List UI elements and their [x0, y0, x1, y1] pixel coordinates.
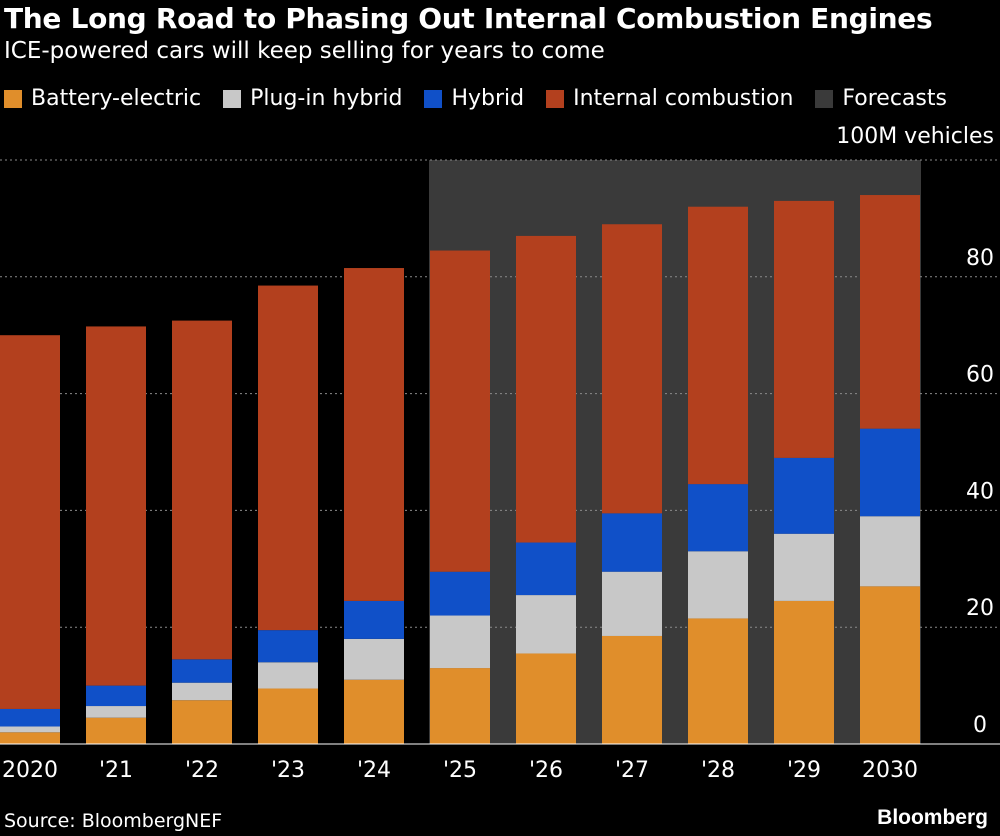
bar-plug-in-hybrid-7 — [602, 571, 662, 636]
legend-label-hybrid: Hybrid — [451, 86, 525, 111]
bar-hybrid-5 — [430, 571, 490, 616]
bar-hybrid-3 — [258, 630, 318, 663]
forecast-region — [429, 160, 921, 744]
chart-legend: Battery-electric Plug-in hybrid Hybrid I… — [4, 86, 969, 111]
bar-hybrid-8 — [688, 484, 748, 552]
y-tick-label-20: 20 — [966, 596, 994, 621]
legend-item-hybrid: Hybrid — [424, 86, 524, 111]
bar-hybrid-1 — [86, 685, 146, 707]
legend-item-forecasts: Forecasts — [815, 86, 947, 111]
x-tick-label-1: '21 — [99, 758, 133, 783]
bar-battery-electric-8 — [688, 618, 748, 744]
legend-swatch-battery-electric — [4, 89, 22, 108]
bar-battery-electric-5 — [430, 668, 490, 744]
y-tick-label-40: 40 — [966, 479, 994, 504]
x-tick-label-8: '28 — [701, 758, 735, 783]
x-tick-label-4: '24 — [357, 758, 391, 783]
x-tick-label-5: '25 — [443, 758, 477, 783]
y-tick-label-80: 80 — [966, 246, 994, 271]
bar-internal-combustion-9 — [774, 200, 834, 458]
bar-plug-in-hybrid-8 — [688, 551, 748, 619]
bar-internal-combustion-2 — [172, 320, 232, 660]
x-tick-label-6: '26 — [529, 758, 563, 783]
bar-internal-combustion-3 — [258, 285, 318, 631]
bar-plug-in-hybrid-2 — [172, 682, 232, 701]
bar-internal-combustion-4 — [344, 268, 404, 601]
bar-plug-in-hybrid-0 — [0, 726, 60, 733]
bloomberg-logo: Bloomberg — [877, 806, 988, 829]
legend-swatch-plug-in-hybrid — [223, 89, 242, 108]
y-axis-unit-label: 100M vehicles — [836, 124, 994, 149]
bar-battery-electric-0 — [0, 732, 60, 744]
legend-swatch-forecasts — [815, 89, 834, 108]
chart-title: The Long Road to Phasing Out Internal Co… — [4, 2, 933, 35]
bar-hybrid-4 — [344, 600, 404, 639]
bar-hybrid-7 — [602, 513, 662, 572]
x-tick-label-0: 2020 — [2, 758, 58, 783]
chart-subtitle: ICE-powered cars will keep selling for y… — [4, 38, 605, 64]
bar-plug-in-hybrid-5 — [430, 615, 490, 669]
source-note: Source: BloombergNEF — [4, 810, 223, 832]
bar-battery-electric-3 — [258, 688, 318, 744]
y-tick-label-0: 0 — [973, 713, 987, 738]
bar-hybrid-10 — [860, 428, 920, 517]
legend-swatch-hybrid — [424, 89, 443, 108]
bar-plug-in-hybrid-6 — [516, 595, 576, 654]
bar-battery-electric-1 — [86, 717, 146, 744]
bar-battery-electric-10 — [860, 586, 920, 744]
legend-item-battery-electric: Battery-electric — [4, 86, 201, 111]
bar-hybrid-2 — [172, 659, 232, 683]
x-tick-label-3: '23 — [271, 758, 305, 783]
bar-internal-combustion-6 — [516, 235, 576, 543]
legend-label-plug-in-hybrid: Plug-in hybrid — [250, 86, 403, 111]
bar-internal-combustion-0 — [0, 335, 60, 709]
bar-hybrid-0 — [0, 708, 60, 727]
bar-battery-electric-7 — [602, 635, 662, 744]
bar-battery-electric-6 — [516, 653, 576, 744]
x-tick-label-7: '27 — [615, 758, 649, 783]
bar-plug-in-hybrid-3 — [258, 662, 318, 689]
bar-battery-electric-9 — [774, 600, 834, 744]
x-tick-label-2: '22 — [185, 758, 219, 783]
legend-item-internal-combustion: Internal combustion — [546, 86, 793, 111]
bar-internal-combustion-1 — [86, 326, 146, 686]
bar-plug-in-hybrid-1 — [86, 706, 146, 718]
y-tick-label-60: 60 — [966, 363, 994, 388]
bar-internal-combustion-10 — [860, 195, 920, 429]
bar-hybrid-6 — [516, 542, 576, 596]
x-tick-label-10: 2030 — [862, 758, 918, 783]
bar-internal-combustion-5 — [430, 250, 490, 572]
bar-internal-combustion-7 — [602, 224, 662, 514]
legend-label-battery-electric: Battery-electric — [31, 86, 202, 111]
bar-plug-in-hybrid-9 — [774, 533, 834, 601]
legend-item-plug-in-hybrid: Plug-in hybrid — [223, 86, 402, 111]
legend-label-forecasts: Forecasts — [842, 86, 947, 111]
bar-plug-in-hybrid-10 — [860, 516, 920, 587]
bar-battery-electric-2 — [172, 700, 232, 744]
legend-swatch-internal-combustion — [546, 89, 565, 108]
bar-plug-in-hybrid-4 — [344, 638, 404, 680]
bar-hybrid-9 — [774, 457, 834, 534]
legend-label-internal-combustion: Internal combustion — [573, 86, 794, 111]
bar-internal-combustion-8 — [688, 206, 748, 485]
bar-battery-electric-4 — [344, 679, 404, 744]
x-tick-label-9: '29 — [787, 758, 821, 783]
